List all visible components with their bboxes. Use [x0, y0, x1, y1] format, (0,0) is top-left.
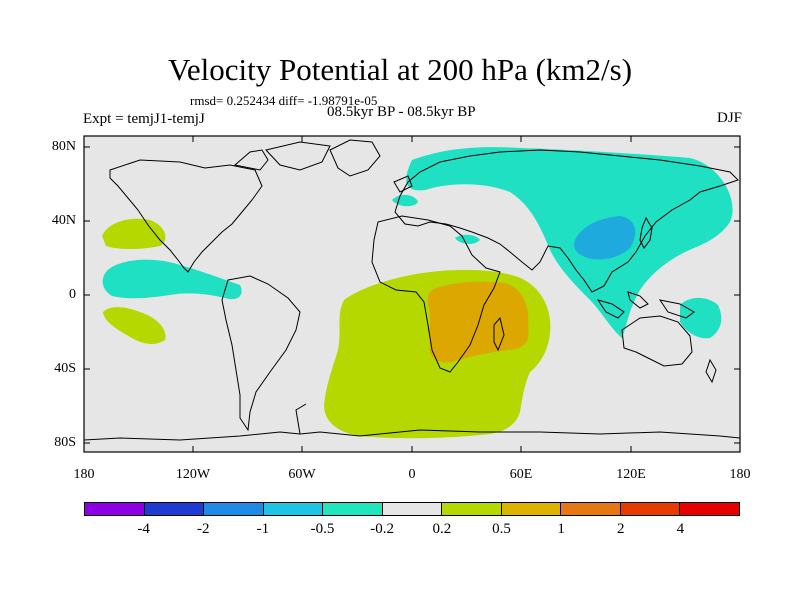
colorbar-swatch [85, 503, 145, 515]
colorbar-swatch [323, 503, 383, 515]
colorbar-label: -1 [256, 521, 270, 537]
lat-tick-label: 40S [54, 361, 76, 376]
colorbar-label: -4 [137, 521, 150, 537]
colorbar-swatch [263, 503, 324, 515]
lon-tick-label: 60E [509, 467, 533, 482]
axis-ticks [84, 136, 740, 452]
stats-label: rmsd= 0.252434 diff= -1.98791e-05 [190, 93, 378, 108]
lon-tick-label: 60W [288, 467, 316, 482]
colorbar [84, 502, 740, 516]
colorbar-label: 2 [616, 521, 625, 537]
experiment-label: Expt = temjJ1-temjJ [83, 111, 205, 127]
lon-tick-label: 180 [729, 467, 751, 482]
colorbar-label: 0.2 [432, 521, 452, 537]
lon-tick-label: 0 [408, 467, 416, 482]
colorbar-label: 1 [557, 521, 565, 537]
colorbar-swatch [620, 503, 681, 515]
lat-tick-label: 80S [54, 435, 76, 450]
colorbar-label: -2 [197, 521, 210, 537]
colorbar-swatch [382, 503, 443, 515]
lon-tick-label: 120E [616, 467, 646, 482]
lon-tick-label: 120W [175, 467, 211, 482]
lon-tick-label: 180 [73, 467, 95, 482]
lat-tick-label: 0 [69, 287, 76, 302]
lat-tick-label: 40N [51, 213, 76, 228]
coastlines [84, 139, 740, 441]
colorbar-swatch [144, 503, 205, 515]
colorbar-swatch [204, 503, 264, 515]
colorbar-label: -0.2 [370, 521, 395, 537]
season-label: DJF [716, 110, 742, 126]
colorbar-label: 4 [676, 521, 685, 537]
blue-negative-region [574, 216, 636, 260]
cyan-negative-regions [102, 147, 733, 339]
map-title: Velocity Potential at 200 hPa (km2/s) [167, 52, 633, 87]
lat-tick-label: 80N [51, 139, 76, 154]
colorbar-label: 0.5 [492, 521, 511, 537]
colorbar-swatch [680, 503, 740, 515]
period-label: 08.5kyr BP - 08.5kyr BP [327, 104, 476, 120]
colorbar-label: -0.5 [310, 521, 335, 537]
colorbar-swatch [442, 503, 502, 515]
orange-positive-region [427, 281, 529, 363]
colorbar-swatch [561, 503, 621, 515]
colorbar-swatch [501, 503, 562, 515]
